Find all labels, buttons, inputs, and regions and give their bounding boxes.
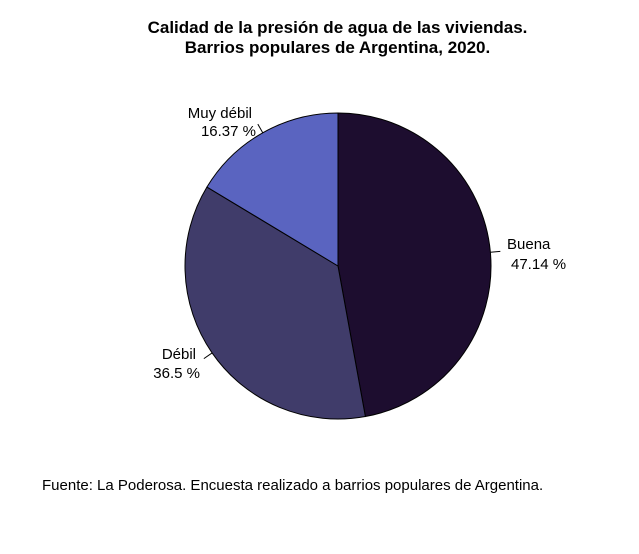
slice-label-muy-debil: Muy débil xyxy=(188,105,252,122)
pie-slice-buena xyxy=(337,112,492,418)
pie-slice-debil xyxy=(184,186,366,420)
slice-percent-muy-debil: 16.37 % xyxy=(201,123,256,140)
leader-line-buena xyxy=(490,250,501,253)
slice-percent-buena: 47.14 % xyxy=(511,256,566,273)
slice-label-buena: Buena xyxy=(507,236,551,253)
slice-percent-debil: 36.5 % xyxy=(153,365,200,382)
chart-title: Calidad de la presión de agua de las viv… xyxy=(147,18,528,37)
slice-label-debil: Débil xyxy=(162,346,196,363)
chart-subtitle: Barrios populares de Argentina, 2020. xyxy=(184,38,491,57)
leader-line-debil xyxy=(203,352,213,360)
source-note: Fuente: La Poderosa. Encuesta realizado … xyxy=(42,477,544,494)
leader-line-muy-debil xyxy=(257,123,264,134)
